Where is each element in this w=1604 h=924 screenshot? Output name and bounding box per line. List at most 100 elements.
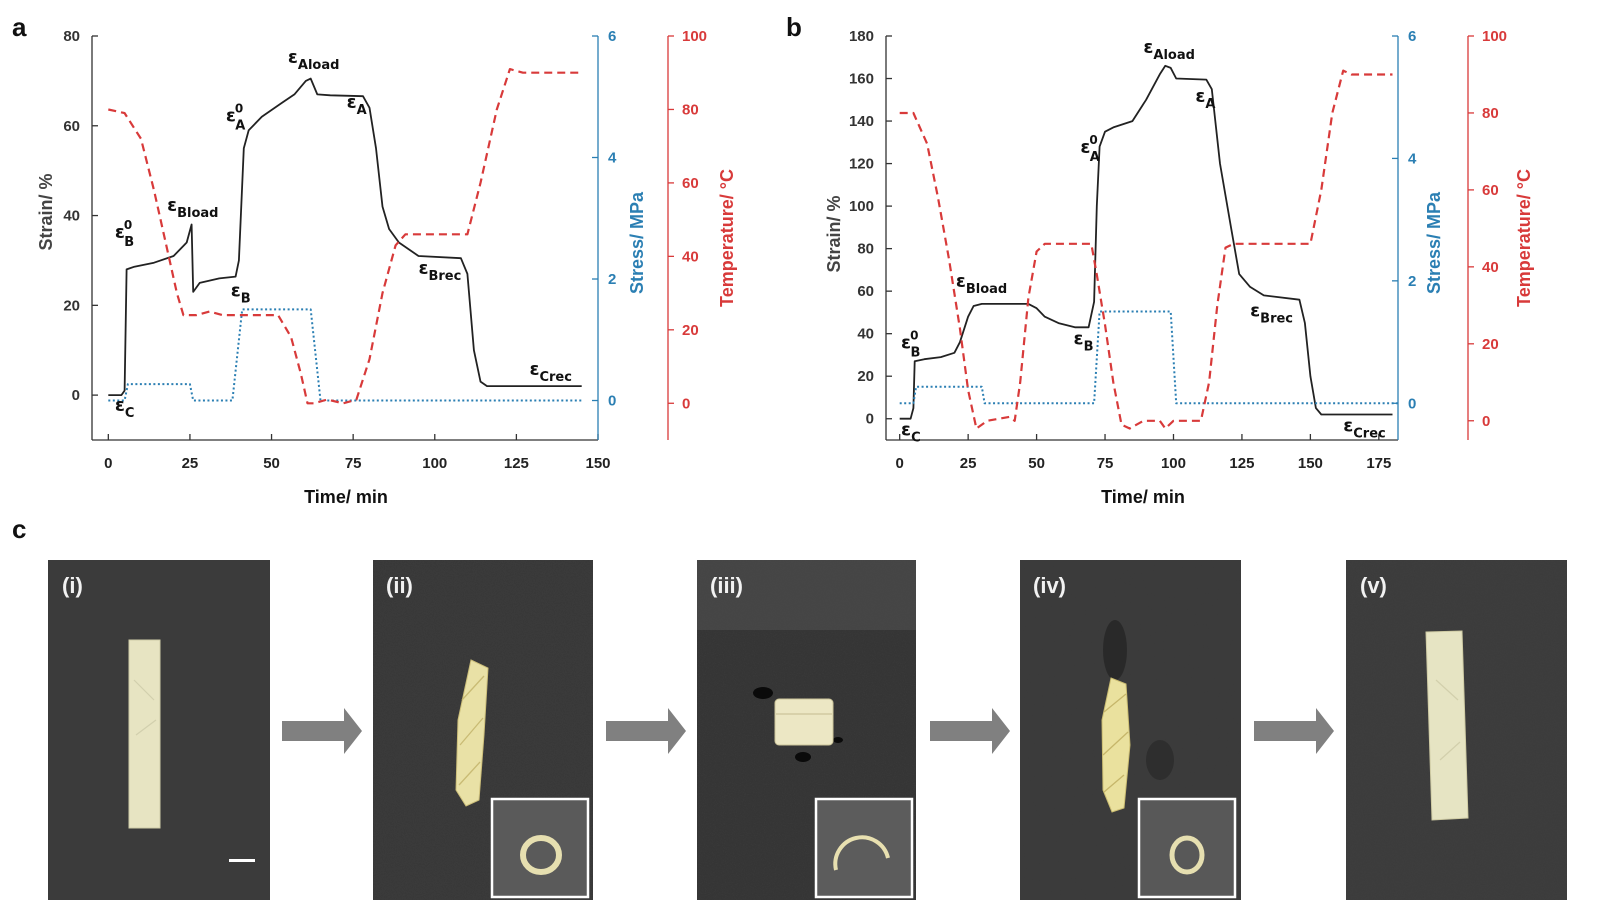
arrow-3-icon xyxy=(930,708,1010,754)
film-strip-recovered xyxy=(1425,630,1469,821)
a-temperature-tick-label: 0 xyxy=(682,395,690,412)
b-epsilon-a-0-label: ε0 A xyxy=(1080,133,1099,165)
a-temperature-tick-label: 40 xyxy=(682,248,699,265)
panel-letter-a: a xyxy=(12,12,27,42)
a-x-tick-label: 25 xyxy=(182,455,199,472)
photo-1: (i) xyxy=(48,560,270,900)
chart-a-annotations: ε0 B εBload εB εC ε0 A εAload εA εBrec εCrec xyxy=(115,47,572,421)
a-x-tick-label: 100 xyxy=(422,455,447,472)
a-temperature-tick-label: 80 xyxy=(682,101,699,118)
photo-5: (v) xyxy=(1346,560,1567,900)
chart-b-series xyxy=(899,64,1398,430)
b-temperature-tick-label: 100 xyxy=(1482,28,1507,45)
a-left-tick-label: 20 xyxy=(63,297,80,314)
b-temperature-tick-label: 60 xyxy=(1482,182,1499,199)
b-strain-line xyxy=(899,64,1393,420)
chart-b-x-axis-title: Time/ min xyxy=(1101,487,1185,507)
a-epsilon-a-0-label: ε0 A xyxy=(226,101,245,133)
b-temperature-tick-label: 20 xyxy=(1482,336,1499,353)
arrow-4-icon xyxy=(1254,708,1334,754)
a-left-tick-label: 40 xyxy=(63,208,80,225)
a-temperature-tick-label: 60 xyxy=(682,175,699,192)
b-epsilon-c-label: εC xyxy=(901,420,921,446)
b-epsilon-aload-label: εAload xyxy=(1143,37,1195,63)
a-stress-line xyxy=(108,308,582,402)
a-left-tick-label: 60 xyxy=(63,118,80,135)
scale-bar xyxy=(229,859,255,862)
a-epsilon-crec-label: εCrec xyxy=(529,359,572,385)
a-epsilon-bload-label: εBload xyxy=(167,195,218,221)
b-epsilon-b-label: εB xyxy=(1074,328,1094,354)
b-epsilon-b-0-label: ε0 B xyxy=(901,329,920,361)
photo-3: (iii) xyxy=(697,560,916,900)
a-x-tick-label: 125 xyxy=(504,455,529,472)
b-left-tick-label: 120 xyxy=(849,156,874,173)
b-x-tick-label: 150 xyxy=(1298,455,1323,472)
a-stress-tick-label: 4 xyxy=(608,150,617,167)
film-strip-flat xyxy=(128,639,161,829)
b-temperature-line xyxy=(899,69,1393,430)
arrow-2-icon xyxy=(606,708,686,754)
photo-2-inset xyxy=(490,797,590,899)
b-x-tick-label: 125 xyxy=(1229,455,1254,472)
b-left-tick-label: 60 xyxy=(857,283,874,300)
b-epsilon-bload-label: εBload xyxy=(956,271,1007,297)
a-temperature-tick-label: 100 xyxy=(682,28,707,45)
b-stress-line xyxy=(899,310,1398,405)
a-temperature-tick-label: 20 xyxy=(682,322,699,339)
b-left-tick-label: 0 xyxy=(866,411,874,428)
film-strip-rolled xyxy=(455,659,489,807)
b-stress-tick-label: 6 xyxy=(1408,28,1416,45)
a-strain-line xyxy=(108,77,582,396)
film-coiled xyxy=(774,698,834,746)
b-epsilon-a-label: εA xyxy=(1195,86,1215,112)
b-stress-tick-label: 2 xyxy=(1408,273,1416,290)
a-stress-tick-label: 0 xyxy=(608,393,616,410)
chart-a-temperature-axis-title: Temperature/ °C xyxy=(717,169,737,307)
chart-b-temperature-axis-title: Temperature/ °C xyxy=(1514,169,1534,307)
photo-3-inset xyxy=(814,797,914,899)
b-x-tick-label: 175 xyxy=(1366,455,1391,472)
a-stress-tick-label: 2 xyxy=(608,271,616,288)
a-temperature-line xyxy=(108,68,582,405)
a-x-tick-label: 50 xyxy=(263,455,280,472)
b-left-tick-label: 20 xyxy=(857,368,874,385)
photo-5-label: (v) xyxy=(1360,573,1387,598)
b-temperature-tick-label: 40 xyxy=(1482,259,1499,276)
inset-rolled-film xyxy=(520,835,562,875)
a-epsilon-b-label: εB xyxy=(231,280,251,306)
b-left-tick-label: 180 xyxy=(849,28,874,45)
a-x-tick-label: 0 xyxy=(104,455,112,472)
b-left-tick-label: 40 xyxy=(857,326,874,343)
chart-a-left-axis-title: Strain/ % xyxy=(36,173,56,250)
b-left-tick-label: 100 xyxy=(849,198,874,215)
b-temperature-tick-label: 80 xyxy=(1482,105,1499,122)
panel-letter-c: c xyxy=(12,514,26,544)
photo-2: (ii) xyxy=(373,560,593,900)
a-left-tick-label: 80 xyxy=(63,28,80,45)
chart-a-series xyxy=(108,68,582,405)
b-x-tick-label: 75 xyxy=(1097,455,1114,472)
photo-sequence: (i) (ii) (iii) xyxy=(48,560,1567,900)
a-left-tick-label: 0 xyxy=(72,387,80,404)
b-x-tick-label: 100 xyxy=(1161,455,1186,472)
b-temperature-tick-label: 0 xyxy=(1482,413,1490,430)
photo-2-label: (ii) xyxy=(386,573,413,598)
b-left-tick-label: 160 xyxy=(849,71,874,88)
b-stress-tick-label: 0 xyxy=(1408,395,1416,412)
b-x-tick-label: 0 xyxy=(896,455,904,472)
chart-b-stress-axis-title: Stress/ MPa xyxy=(1424,191,1444,294)
photo-4: (iv) xyxy=(1020,560,1241,900)
a-epsilon-c-label: εC xyxy=(115,395,135,421)
photo-3-label: (iii) xyxy=(710,573,743,598)
b-epsilon-brec-label: εBrec xyxy=(1250,301,1293,327)
b-x-tick-label: 50 xyxy=(1028,455,1045,472)
chart-a-stress-axis-title: Stress/ MPa xyxy=(627,191,647,294)
arrow-1-icon xyxy=(282,708,362,754)
photo-4-label: (iv) xyxy=(1033,573,1066,598)
